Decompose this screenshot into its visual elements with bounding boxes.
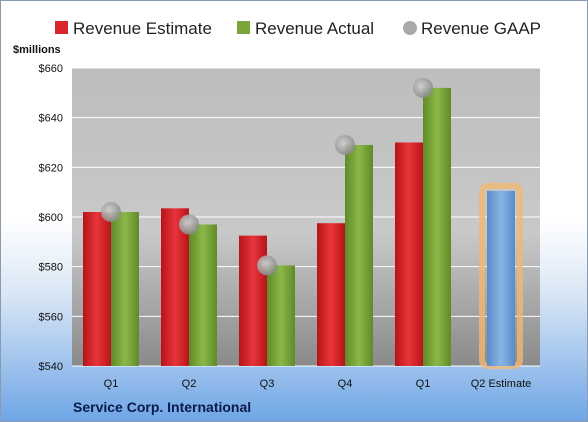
y-tick-label: $580	[39, 262, 63, 274]
legend-label-1: Revenue Actual	[255, 19, 374, 38]
gaap-marker-4	[413, 77, 433, 98]
bar-estimate-1	[161, 208, 189, 366]
bar-estimate-4	[395, 142, 423, 366]
bars	[83, 87, 523, 369]
y-axis-unit-label: $millions	[13, 44, 61, 56]
chart-legend: Revenue Estimate Revenue Actual Revenue GA…	[55, 19, 541, 38]
gaap-marker-3	[335, 134, 355, 155]
x-tick-label: Q2 Estimate	[471, 378, 532, 390]
x-tick-label: Q4	[338, 378, 353, 390]
legend-swatch-2	[403, 21, 417, 35]
bar-estimate-0	[83, 212, 111, 366]
bar-actual-1	[189, 224, 217, 366]
y-tick-label: $660	[39, 63, 63, 75]
y-tick-label: $540	[39, 361, 63, 373]
bar-forecast	[487, 190, 515, 366]
legend-label-2: Revenue GAAP	[421, 19, 541, 38]
x-tick-label: Q1	[104, 378, 119, 390]
bar-actual-3	[345, 144, 373, 366]
gaap-markers	[101, 77, 433, 276]
gaap-marker-2	[257, 255, 277, 276]
y-tick-label: $600	[39, 212, 63, 224]
y-tick-label: $560	[39, 311, 63, 323]
legend-label-0: Revenue Estimate	[73, 19, 212, 38]
company-name: Service Corp. International	[73, 399, 251, 415]
x-tick-label: Q3	[260, 378, 275, 390]
gaap-marker-1	[179, 214, 199, 235]
bar-actual-2	[267, 265, 295, 366]
x-tick-label: Q2	[182, 378, 197, 390]
bar-actual-4	[423, 87, 451, 366]
bar-actual-0	[111, 212, 139, 366]
bar-estimate-2	[239, 235, 267, 366]
y-tick-label: $620	[39, 162, 63, 174]
bar-estimate-3	[317, 223, 345, 366]
gaap-marker-0	[101, 202, 121, 223]
legend-swatch-1	[237, 21, 250, 34]
grid-lines	[72, 67, 540, 367]
x-tick-label: Q1	[416, 378, 431, 390]
x-axis-ticks: Q1 Q2 Q3 Q4 Q1 Q2 Estimate	[104, 378, 532, 390]
legend-swatch-0	[55, 21, 68, 34]
y-tick-label: $640	[39, 113, 63, 125]
y-axis-ticks: $540 $560 $580 $600 $620 $640 $660	[39, 63, 63, 373]
